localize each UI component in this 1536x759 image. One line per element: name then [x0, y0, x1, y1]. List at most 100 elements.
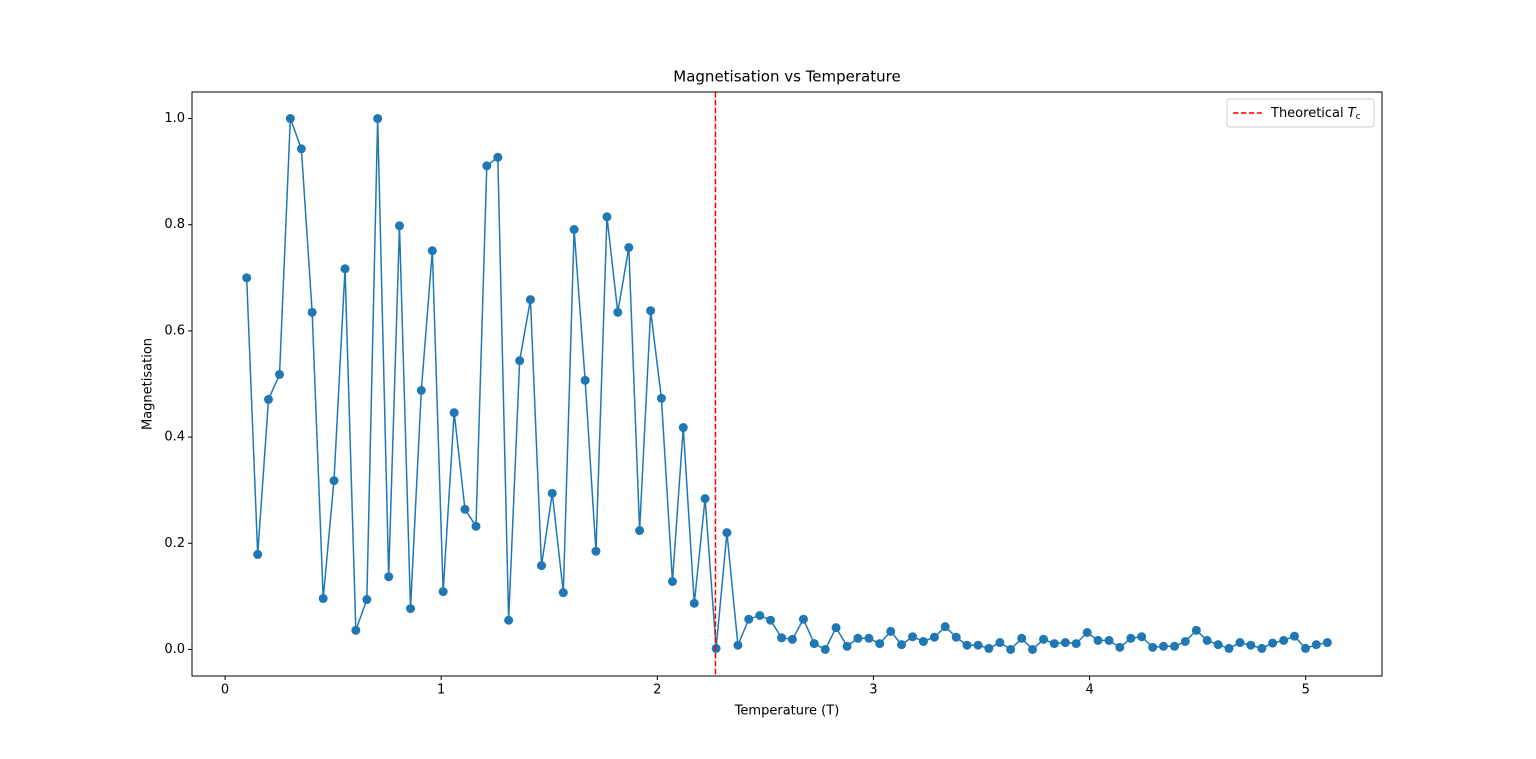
data-point — [787, 634, 797, 644]
data-point — [242, 273, 252, 283]
data-point — [940, 622, 950, 632]
data-point — [1049, 639, 1059, 649]
data-point — [253, 549, 263, 559]
data-point — [515, 356, 525, 366]
data-point — [1104, 635, 1114, 645]
data-point — [427, 246, 437, 256]
legend-label: Theoretical Tc — [1270, 106, 1361, 122]
data-point — [362, 595, 372, 605]
data-point — [766, 615, 776, 625]
data-point — [1279, 635, 1289, 645]
data-point — [984, 643, 994, 653]
data-point — [1137, 632, 1147, 642]
data-point — [1006, 644, 1016, 654]
data-point — [1039, 634, 1049, 644]
chart-title: Magnetisation vs Temperature — [673, 68, 900, 86]
legend-subscript: c — [1356, 112, 1361, 122]
data-point — [831, 623, 841, 633]
data-point — [1028, 644, 1038, 654]
data-point — [1060, 638, 1070, 648]
x-tick-label: 4 — [1085, 683, 1093, 698]
data-point — [646, 306, 656, 316]
data-point — [460, 504, 470, 514]
data-point — [296, 144, 306, 154]
data-point — [1093, 635, 1103, 645]
data-point — [1202, 635, 1212, 645]
data-point — [591, 546, 601, 556]
data-point — [722, 528, 732, 538]
x-tick-label: 2 — [653, 683, 661, 698]
data-point — [482, 161, 492, 171]
data-point — [1322, 638, 1332, 648]
data-point — [536, 561, 546, 571]
data-point — [656, 393, 666, 403]
data-point — [1268, 638, 1278, 648]
data-point — [1300, 643, 1310, 653]
data-point — [853, 633, 863, 643]
data-point — [951, 632, 961, 642]
data-point — [667, 576, 677, 586]
data-point — [624, 243, 634, 253]
y-axis-label: Magnetisation — [141, 338, 156, 430]
data-point — [329, 476, 339, 486]
data-point — [918, 636, 928, 646]
data-point — [1311, 640, 1321, 650]
data-point — [438, 587, 448, 597]
y-tick-label: 0.6 — [164, 323, 185, 338]
data-point — [1082, 627, 1092, 637]
data-point — [809, 639, 819, 649]
data-point — [1257, 643, 1267, 653]
data-point — [351, 625, 361, 635]
data-point — [525, 295, 535, 305]
data-point — [580, 375, 590, 385]
data-point — [471, 521, 481, 531]
data-point — [602, 212, 612, 222]
data-point — [1148, 642, 1158, 652]
data-point — [340, 264, 350, 274]
data-point — [635, 526, 645, 536]
data-point — [777, 633, 787, 643]
data-point — [449, 408, 459, 418]
data-point — [755, 610, 765, 620]
data-point — [995, 638, 1005, 648]
y-tick-label: 0.8 — [164, 217, 185, 232]
data-point — [962, 640, 972, 650]
data-point — [678, 423, 688, 433]
data-point — [1191, 625, 1201, 635]
data-point — [1017, 633, 1027, 643]
data-point — [307, 307, 317, 317]
data-point — [700, 494, 710, 504]
data-point — [394, 221, 404, 231]
data-point — [285, 114, 295, 124]
data-point — [733, 640, 743, 650]
data-point — [275, 369, 285, 379]
data-point — [1289, 631, 1299, 641]
data-point — [569, 225, 579, 235]
x-tick-label: 0 — [221, 683, 229, 698]
data-point — [1126, 633, 1136, 643]
plot-frame — [191, 91, 1383, 677]
data-point — [897, 640, 907, 650]
data-point — [744, 614, 754, 624]
x-tick-label: 5 — [1302, 683, 1310, 698]
data-point — [558, 588, 568, 598]
data-point — [1235, 638, 1245, 648]
data-point — [504, 615, 514, 625]
data-point — [1180, 636, 1190, 646]
data-point — [864, 633, 874, 643]
data-point — [493, 152, 503, 162]
data-point — [406, 604, 416, 614]
data-point — [908, 632, 918, 642]
x-tick-label: 3 — [869, 683, 877, 698]
y-tick-label: 0.2 — [164, 536, 185, 551]
data-point — [1158, 641, 1168, 651]
data-point — [384, 572, 394, 582]
data-point — [1071, 639, 1081, 649]
data-point — [929, 632, 939, 642]
data-point — [416, 385, 426, 395]
data-point — [613, 307, 623, 317]
data-point — [264, 394, 274, 404]
x-axis-label: Temperature (T) — [734, 704, 840, 719]
legend-symbol: T — [1348, 106, 1357, 121]
